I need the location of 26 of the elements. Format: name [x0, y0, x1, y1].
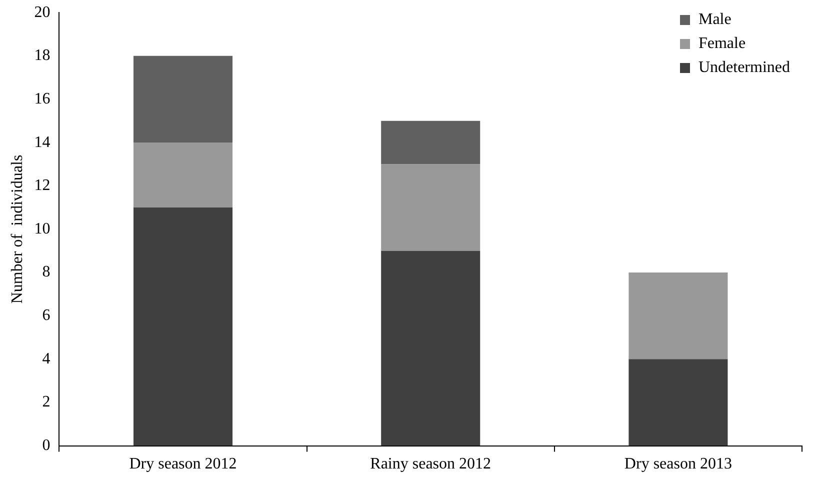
y-tick-label: 20 — [34, 4, 50, 21]
legend-label: Male — [698, 10, 732, 30]
bar — [628, 272, 728, 360]
y-tick-label: 10 — [34, 220, 50, 238]
y-tick-label: 6 — [42, 307, 50, 324]
legend-label: Undetermined — [698, 58, 790, 78]
x-tick-label: Dry season 2012 — [129, 456, 237, 473]
y-tick-label: 2 — [42, 394, 50, 411]
bar — [381, 250, 480, 446]
x-tick-label: Rainy season 2012 — [370, 456, 492, 473]
x-tick-label: Dry season 2013 — [624, 456, 732, 473]
y-tick-label: 0 — [42, 437, 50, 454]
y-axis-title: Number of individuals — [8, 154, 26, 304]
y-tick-label: 16 — [34, 90, 50, 108]
y-tick-label: 12 — [34, 177, 50, 194]
bar — [628, 359, 728, 446]
y-tick-label: 18 — [34, 47, 50, 64]
bar — [133, 142, 233, 208]
y-tick-label: 4 — [42, 350, 50, 368]
bar — [133, 208, 233, 446]
bar — [133, 56, 233, 143]
legend-label: Female — [698, 34, 746, 54]
bar — [381, 120, 480, 164]
y-tick-label: 8 — [42, 264, 50, 281]
bar — [381, 164, 480, 251]
y-tick-label: 14 — [34, 134, 50, 151]
